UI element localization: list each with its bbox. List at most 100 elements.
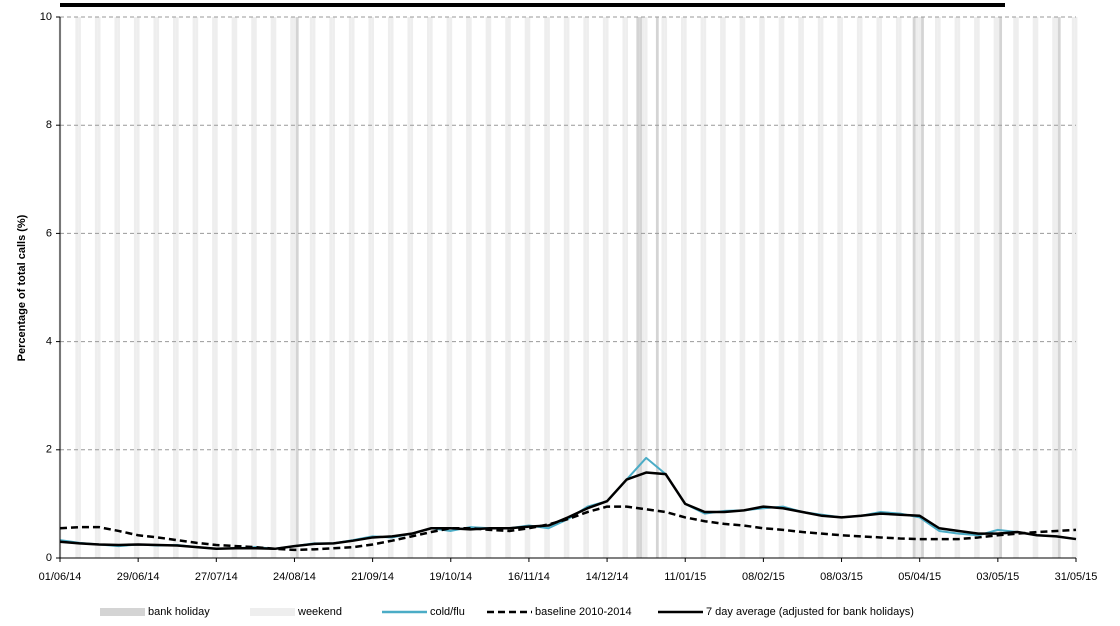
legend-label: baseline 2010-2014 bbox=[535, 606, 632, 618]
weekend-band bbox=[153, 17, 157, 558]
plot-lines bbox=[59, 456, 1077, 552]
weekend-band bbox=[231, 17, 235, 558]
weekend-band bbox=[368, 17, 372, 558]
weekend-band bbox=[78, 17, 81, 558]
x-tick-label: 24/08/14 bbox=[273, 571, 316, 583]
weekend-band bbox=[371, 17, 375, 558]
weekend-band bbox=[1071, 17, 1075, 558]
shading bbox=[58, 17, 1078, 558]
weekend-band bbox=[488, 17, 492, 558]
weekend-band bbox=[175, 17, 179, 558]
weekend-band bbox=[290, 17, 294, 558]
weekend-band bbox=[974, 17, 977, 558]
weekend-band bbox=[879, 17, 883, 558]
weekend-band bbox=[485, 17, 489, 558]
weekend-band bbox=[761, 17, 765, 558]
y-tick-label: 4 bbox=[46, 336, 52, 348]
bank-holiday-band bbox=[639, 17, 642, 558]
y-tick-label: 10 bbox=[40, 11, 52, 23]
weekend-band bbox=[117, 17, 121, 558]
weekend-band bbox=[683, 17, 687, 558]
y-axis-label: Percentage of total calls (%) bbox=[16, 214, 28, 361]
weekend-band bbox=[703, 17, 707, 558]
weekend-band bbox=[801, 17, 804, 558]
x-tick-label: 16/11/14 bbox=[508, 571, 550, 583]
weekend-band bbox=[563, 17, 567, 558]
weekend-band bbox=[993, 17, 997, 558]
weekend-band bbox=[348, 17, 352, 558]
weekend-band bbox=[507, 17, 511, 558]
weekend-band bbox=[625, 17, 629, 558]
legend-swatch bbox=[100, 608, 145, 616]
weekend-band bbox=[427, 17, 430, 558]
weekend-band bbox=[720, 17, 723, 558]
weekend-band bbox=[468, 17, 472, 558]
weekend-band bbox=[586, 17, 589, 558]
legend-label: cold/flu bbox=[430, 606, 465, 618]
weekend-band bbox=[270, 17, 274, 558]
weekend-band bbox=[915, 17, 919, 558]
weekend-band bbox=[566, 17, 570, 558]
weekend-band bbox=[641, 17, 645, 558]
x-tick-label: 27/07/14 bbox=[195, 571, 238, 583]
weekend-band bbox=[94, 17, 98, 558]
bank-holiday-band bbox=[1057, 17, 1061, 558]
weekend-band bbox=[449, 17, 453, 558]
weekend-band bbox=[937, 17, 941, 558]
weekend-band bbox=[605, 17, 609, 558]
y-tick-label: 2 bbox=[46, 444, 52, 456]
weekend-band bbox=[156, 17, 160, 558]
weekend-band bbox=[820, 17, 824, 558]
weekend-band bbox=[681, 17, 684, 558]
weekend-band bbox=[133, 17, 137, 558]
weekend-band bbox=[798, 17, 802, 558]
weekend-band bbox=[876, 17, 880, 558]
weekend-band bbox=[996, 17, 1000, 558]
weekend-band bbox=[309, 17, 313, 558]
y-tick-label: 6 bbox=[46, 227, 52, 239]
weekend-band bbox=[700, 17, 704, 558]
weekend-band bbox=[602, 17, 606, 558]
bank-holiday-band bbox=[921, 17, 924, 558]
weekend-band bbox=[859, 17, 863, 558]
weekend-band bbox=[1015, 17, 1019, 558]
x-tick-label: 01/06/14 bbox=[39, 571, 82, 583]
bank-holiday-band bbox=[655, 17, 659, 558]
weekend-band bbox=[840, 17, 843, 558]
weekend-band bbox=[661, 17, 665, 558]
weekend-band bbox=[856, 17, 860, 558]
weekend-band bbox=[1055, 17, 1058, 558]
weekend-band bbox=[583, 17, 587, 558]
series-line bbox=[59, 471, 1077, 551]
x-tick-label: 08/02/15 bbox=[742, 571, 785, 583]
weekend-band bbox=[273, 17, 277, 558]
weekend-band bbox=[935, 17, 938, 558]
weekend-band bbox=[214, 17, 218, 558]
x-tick-label: 14/12/14 bbox=[586, 571, 629, 583]
weekend-band bbox=[954, 17, 958, 558]
weekend-band bbox=[75, 17, 79, 558]
weekend-band bbox=[778, 17, 782, 558]
weekend-band bbox=[192, 17, 196, 558]
weekend-band bbox=[722, 17, 726, 558]
legend-swatch bbox=[250, 608, 295, 616]
weekend-band bbox=[136, 17, 140, 558]
weekend-band bbox=[253, 17, 257, 558]
weekend-band bbox=[212, 17, 215, 558]
weekend-band bbox=[622, 17, 626, 558]
weekend-band bbox=[312, 17, 316, 558]
weekend-band bbox=[759, 17, 762, 558]
x-tick-label: 11/01/15 bbox=[664, 571, 706, 583]
weekend-band bbox=[817, 17, 821, 558]
weekend-band bbox=[1032, 17, 1036, 558]
weekend-band bbox=[918, 17, 922, 558]
weekend-band bbox=[234, 17, 238, 558]
weekend-band bbox=[387, 17, 391, 558]
weekend-band bbox=[664, 17, 668, 558]
x-tick-label: 21/09/14 bbox=[351, 571, 394, 583]
x-tick-label: 31/05/15 bbox=[1055, 571, 1098, 583]
weekend-band bbox=[351, 17, 355, 558]
weekend-band bbox=[547, 17, 550, 558]
series-line bbox=[59, 505, 1077, 552]
